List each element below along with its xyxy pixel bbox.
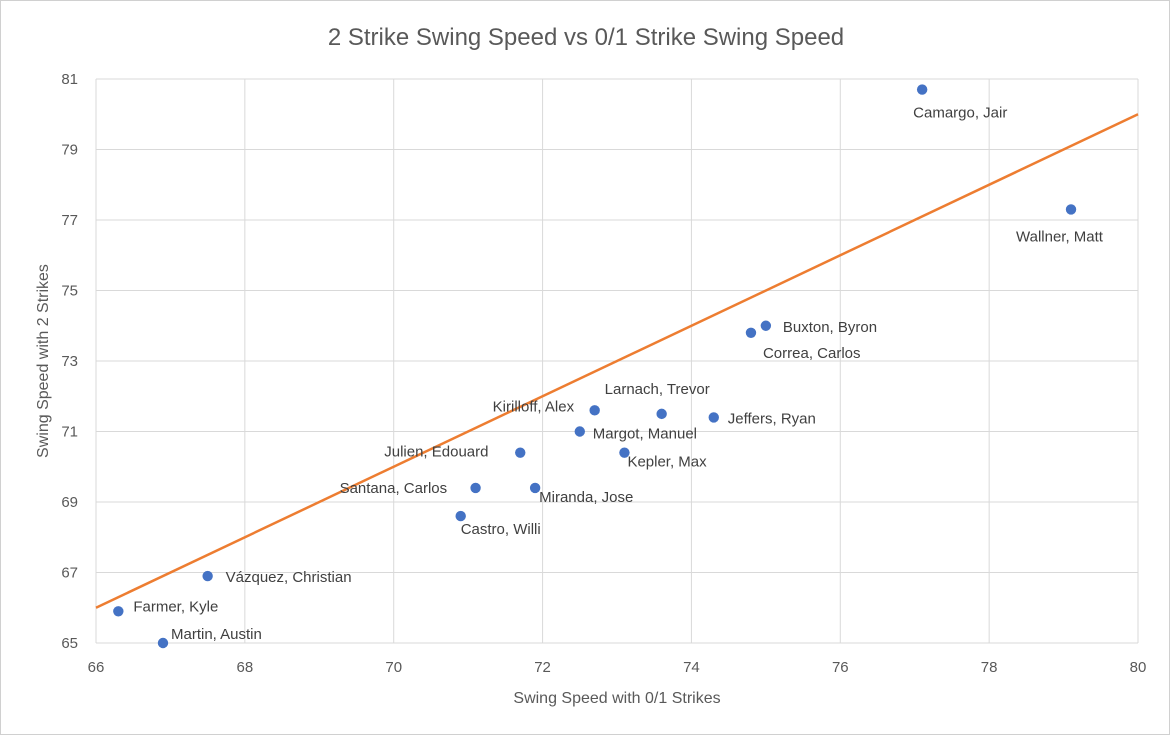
data-point — [529, 482, 541, 494]
y-tick-label: 71 — [61, 424, 78, 441]
data-point — [113, 606, 124, 617]
y-tick-label: 67 — [61, 565, 78, 582]
data-point — [745, 327, 757, 338]
y-tick-labels: 65 67 69 71 73 75 77 79 81 — [61, 71, 78, 652]
y-tick-label: 81 — [61, 71, 78, 88]
point-label: Wallner, Matt — [1016, 228, 1104, 245]
y-tick-label: 79 — [61, 142, 78, 159]
y-tick-label: 65 — [61, 635, 78, 652]
point-label: Farmer, Kyle — [133, 598, 218, 615]
point-label: Santana, Carlos — [340, 480, 448, 497]
point-label: Miranda, Jose — [539, 489, 633, 506]
data-point — [589, 405, 600, 416]
x-tick-label: 66 — [88, 659, 105, 676]
x-tick-label: 78 — [981, 659, 998, 676]
data-point — [619, 447, 630, 458]
point-label: Kepler, Max — [627, 454, 707, 471]
point-label: Larnach, Trevor — [605, 381, 710, 398]
y-tick-label: 75 — [61, 283, 78, 300]
point-labels: Camargo, Jair Wallner, Matt Buxton, Byron C… — [133, 105, 1103, 643]
y-tick-label: 69 — [61, 494, 78, 511]
x-tick-label: 70 — [385, 659, 402, 676]
point-label: Correa, Carlos — [763, 345, 861, 362]
y-axis-title: Swing Speed with 2 Strikes — [35, 264, 52, 458]
x-tick-labels: 66 68 70 72 74 76 78 80 — [88, 659, 1147, 676]
point-label: Martin, Austin — [171, 626, 262, 643]
data-point — [515, 447, 526, 458]
data-point — [470, 482, 481, 494]
point-label: Vázquez, Christian — [226, 569, 352, 586]
x-tick-label: 76 — [832, 659, 849, 676]
data-point — [157, 637, 169, 649]
data-point — [656, 408, 667, 420]
x-axis-title: Swing Speed with 0/1 Strikes — [513, 690, 720, 707]
point-label: Julien, Edouard — [384, 444, 488, 461]
x-tick-label: 68 — [237, 659, 254, 676]
y-tick-label: 73 — [61, 353, 78, 370]
point-label: Jeffers, Ryan — [728, 410, 816, 427]
point-label: Castro, Willi — [461, 521, 541, 538]
data-point — [202, 570, 213, 582]
data-point — [708, 412, 719, 423]
point-label: Kirilloff, Alex — [493, 398, 575, 415]
data-point — [760, 320, 772, 331]
y-tick-label: 77 — [61, 212, 78, 229]
point-label: Buxton, Byron — [783, 319, 877, 336]
data-point — [574, 426, 585, 437]
x-tick-label: 80 — [1130, 659, 1147, 676]
point-label: Camargo, Jair — [913, 105, 1007, 122]
data-point — [916, 84, 928, 95]
chart-title: 2 Strike Swing Speed vs 0/1 Strike Swing… — [328, 24, 844, 51]
x-tick-label: 72 — [534, 659, 551, 676]
x-tick-label: 74 — [683, 659, 700, 676]
data-point — [1065, 204, 1077, 215]
data-points — [113, 84, 1077, 649]
trendline — [95, 113, 1139, 609]
data-point — [455, 510, 466, 522]
point-label: Margot, Manuel — [593, 426, 697, 443]
